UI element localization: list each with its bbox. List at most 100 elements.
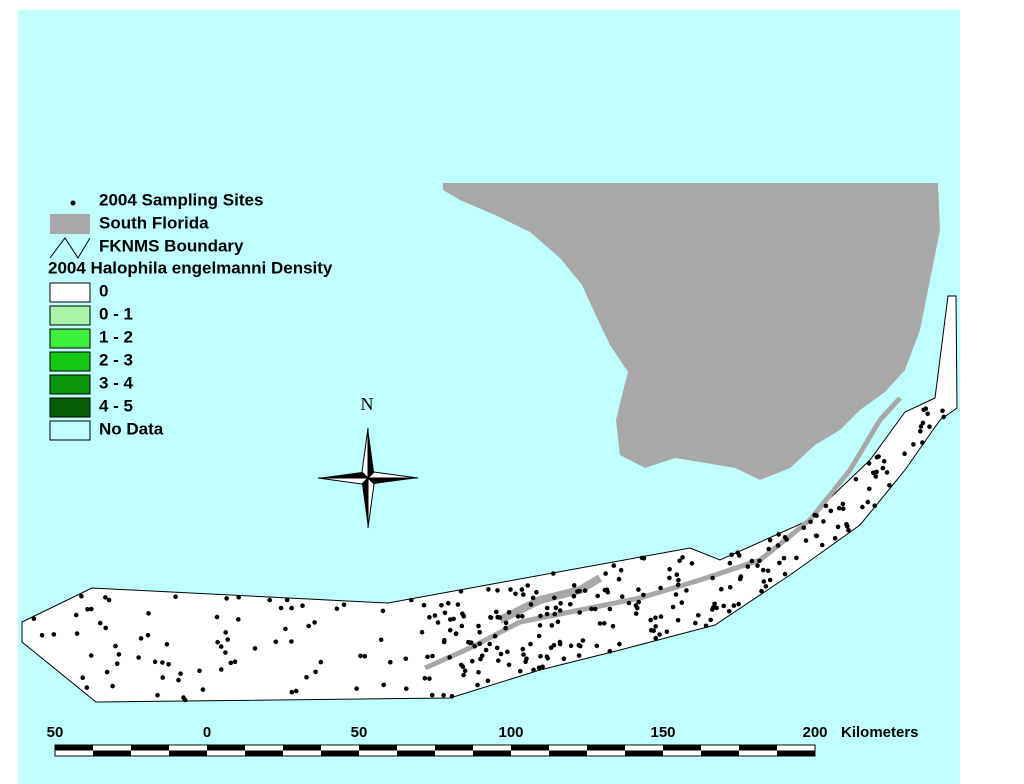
sampling-site (828, 508, 834, 514)
sampling-site (381, 682, 387, 688)
sampling-site (641, 592, 646, 598)
scale-segment (777, 750, 815, 756)
sampling-site (152, 659, 158, 665)
sampling-site (860, 504, 865, 510)
sampling-site (218, 644, 224, 649)
sampling-site (200, 687, 206, 692)
legend-label: 4 - 5 (99, 396, 133, 415)
sampling-site (680, 555, 685, 560)
sampling-site (675, 582, 681, 588)
sampling-site (505, 649, 510, 655)
sampling-site (517, 668, 523, 674)
sampling-site (341, 602, 347, 608)
legend-label: 0 - 1 (99, 304, 133, 323)
class-swatch (49, 282, 91, 303)
sampling-site (558, 601, 563, 606)
sampling-site (113, 643, 118, 649)
sampling-site (667, 575, 672, 581)
sampling-site (865, 499, 871, 505)
sampling-site (85, 607, 90, 612)
sampling-site (568, 643, 574, 649)
sampling-site (782, 571, 788, 577)
sampling-site (755, 563, 760, 568)
class-swatch (49, 397, 91, 418)
sampling-site (727, 560, 733, 566)
sampling-site (475, 682, 480, 688)
sampling-site (404, 686, 409, 691)
sampling-site (304, 675, 309, 680)
sampling-site (312, 620, 317, 625)
sampling-site (79, 593, 84, 599)
sampling-site (835, 524, 841, 530)
site-symbol (70, 200, 76, 206)
sampling-site (664, 629, 670, 635)
sampling-site (422, 676, 428, 681)
sampling-site (735, 550, 740, 555)
sampling-site (403, 656, 409, 662)
sampling-site (784, 537, 789, 542)
sampling-site (318, 659, 324, 665)
sampling-site (880, 465, 886, 471)
legend-label: 1 - 2 (99, 327, 133, 346)
sampling-site (602, 621, 607, 626)
sampling-site (528, 602, 534, 607)
sampling-site (432, 613, 438, 618)
sampling-site (578, 643, 583, 649)
sampling-site (442, 610, 448, 616)
sampling-site (494, 609, 499, 615)
sampling-site (553, 605, 559, 611)
sampling-site (89, 606, 94, 612)
sampling-site (427, 676, 432, 681)
sampling-site (528, 641, 533, 647)
sampling-site (544, 611, 550, 617)
sampling-site (593, 606, 598, 612)
scale-segment (739, 745, 777, 751)
sampling-site (633, 611, 639, 616)
legend-label: 0 (99, 281, 108, 300)
sampling-site (819, 542, 825, 548)
sampling-site (273, 639, 279, 645)
sampling-site (653, 624, 658, 629)
sampling-site (252, 646, 258, 651)
sampling-site (940, 408, 945, 414)
sampling-site (767, 577, 773, 583)
south-florida (443, 183, 940, 480)
sampling-site (446, 600, 451, 606)
sampling-site (696, 613, 701, 618)
sampling-site (358, 653, 363, 659)
sampling-site (911, 442, 916, 447)
sampling-site (531, 667, 536, 673)
sampling-site (521, 652, 526, 657)
sampling-site (513, 591, 518, 597)
sampling-site (552, 611, 557, 617)
scale-segment (511, 745, 549, 751)
scale-label: 50 (351, 724, 368, 741)
sampling-site (674, 572, 680, 577)
sampling-site (639, 555, 645, 561)
legend-label: 2 - 3 (99, 350, 133, 369)
sampling-site (840, 506, 846, 512)
sampling-site (941, 414, 946, 420)
sampling-site (441, 693, 446, 698)
sampling-site (618, 567, 624, 573)
sampling-site (508, 587, 513, 592)
sampling-site (821, 519, 826, 524)
sampling-site (538, 613, 543, 619)
sampling-site (582, 588, 588, 593)
scale-segment (473, 750, 511, 756)
sampling-site (874, 455, 880, 460)
sampling-site (648, 617, 653, 623)
sampling-site (775, 543, 781, 548)
legend-label: 3 - 4 (99, 373, 134, 392)
sampling-site (745, 564, 751, 569)
sampling-site (549, 623, 555, 628)
scale-label: 100 (498, 724, 523, 741)
sampling-site (803, 538, 809, 543)
sampling-site (677, 558, 682, 564)
sampling-site (466, 639, 471, 645)
sampling-site (215, 639, 220, 645)
sampling-site (557, 608, 563, 613)
sampling-site (710, 607, 715, 612)
sampling-site (88, 653, 94, 658)
sampling-site (197, 668, 202, 674)
